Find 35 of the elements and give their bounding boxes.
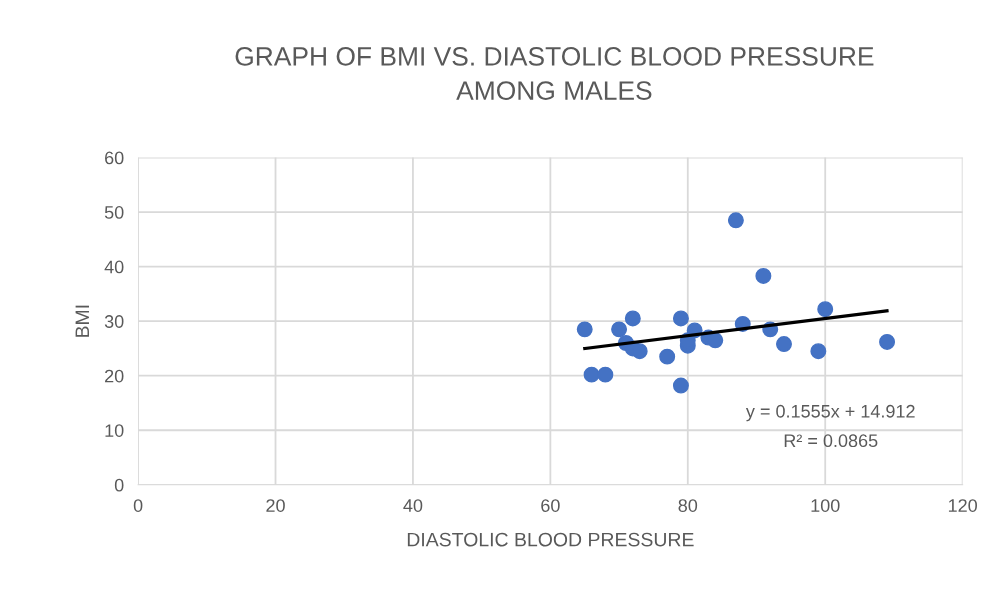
point	[707, 332, 724, 349]
point	[583, 366, 600, 383]
x-tick-label: 60	[541, 499, 560, 512]
y-tick-label: 60	[105, 151, 124, 165]
point	[879, 333, 896, 350]
x-axis-title: DIASTOLIC BLOOD PRESSURE	[407, 532, 694, 547]
point	[631, 343, 648, 360]
point	[755, 267, 772, 284]
y-tick-label: 50	[104, 206, 124, 219]
point	[624, 310, 641, 327]
point	[611, 321, 628, 338]
point	[672, 310, 689, 327]
point	[776, 336, 792, 353]
point	[672, 377, 689, 394]
point	[727, 212, 744, 229]
y-tick-label: 30	[104, 315, 124, 328]
point	[817, 301, 834, 318]
x-tick-label: 20	[266, 499, 285, 512]
y-axis-title: BMI	[75, 305, 89, 337]
x-tick-label: 120	[948, 499, 977, 512]
point	[659, 348, 676, 365]
y-tick-label: 40	[104, 260, 124, 274]
annotation: y = 0.1555x + 14.912	[745, 404, 915, 422]
chart-title: GRAPH OF BMI VS. DIASTOLIC BLOOD PRESSURE AMONG MALES	[235, 47, 874, 100]
point	[576, 321, 593, 338]
y-tick-label: 10	[105, 424, 124, 437]
point	[597, 366, 614, 383]
x-tick-label: 0	[133, 499, 143, 512]
y-tick-label: 20	[105, 369, 124, 383]
y-tick-label: 0	[114, 478, 124, 492]
x-tick-label: 80	[678, 499, 698, 512]
x-tick-label: 100	[811, 499, 840, 512]
point	[810, 343, 827, 360]
x-tick-label: 40	[403, 499, 423, 512]
annotation: R² = 0.0865	[784, 434, 878, 448]
